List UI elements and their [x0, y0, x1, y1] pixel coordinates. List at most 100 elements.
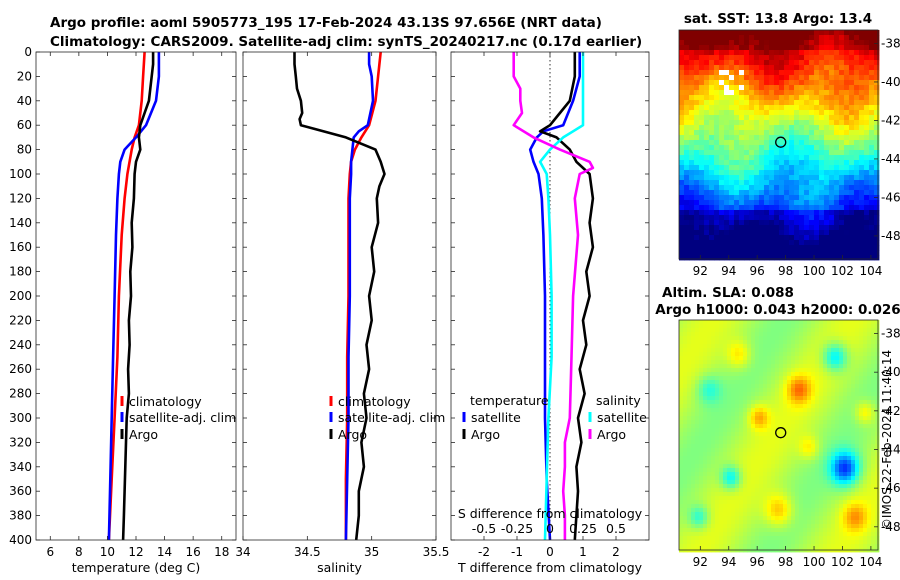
map-cell — [711, 364, 716, 369]
map-cell — [744, 140, 750, 146]
map-cell — [695, 380, 700, 385]
map-cell — [755, 492, 760, 497]
map-cell — [809, 200, 815, 206]
map-cell — [859, 90, 865, 96]
map-cell — [783, 348, 788, 353]
map-cell — [747, 396, 752, 401]
map-cell — [804, 70, 810, 76]
map-cell — [749, 60, 755, 66]
map-cell — [763, 516, 768, 521]
map-cell — [871, 408, 876, 413]
map-cell — [711, 388, 716, 393]
map-cell — [679, 240, 685, 246]
map-cell — [719, 190, 725, 196]
map-cell — [787, 492, 792, 497]
map-cell — [855, 340, 860, 345]
map-cell — [854, 155, 860, 161]
map-cell — [759, 336, 764, 341]
map-cell — [871, 352, 876, 357]
map-cell — [824, 185, 830, 191]
map-cell — [784, 150, 790, 156]
map-cell — [815, 524, 820, 529]
map-cell — [799, 180, 805, 186]
map-cell — [849, 225, 855, 231]
map-cell — [704, 205, 710, 211]
map-cell — [803, 492, 808, 497]
map-cell — [871, 340, 876, 345]
map-cell — [849, 205, 855, 211]
map-cell — [847, 388, 852, 393]
map-cell — [871, 528, 876, 533]
map-cell — [811, 456, 816, 461]
map-cell — [854, 245, 860, 251]
map-cell — [699, 348, 704, 353]
map-cell — [819, 400, 824, 405]
map-cell — [731, 376, 736, 381]
map-cell — [724, 180, 730, 186]
temperature-legend: climatology satellite-adj. clim Argo — [120, 394, 236, 442]
map-cell — [804, 245, 810, 251]
map-cell — [731, 400, 736, 405]
map-cell — [799, 456, 804, 461]
map-cell — [809, 190, 815, 196]
map-cell — [715, 388, 720, 393]
map-cell — [859, 352, 864, 357]
map-cell — [719, 504, 724, 509]
map-cell — [754, 70, 760, 76]
map-cell — [704, 225, 710, 231]
map-cell — [755, 320, 760, 325]
map-cell — [763, 376, 768, 381]
map-cell — [771, 492, 776, 497]
map-cell — [844, 35, 850, 41]
map-cell — [719, 320, 724, 325]
map-cell — [795, 376, 800, 381]
map-cell — [715, 372, 720, 377]
map-cell — [719, 140, 725, 146]
map-cell — [823, 508, 828, 513]
map-cell — [763, 424, 768, 429]
map-cell — [719, 340, 724, 345]
map-cell — [814, 145, 820, 151]
map-cell — [835, 360, 840, 365]
map-cell — [779, 396, 784, 401]
map-cell — [691, 412, 696, 417]
map-cell — [683, 384, 688, 389]
map-cell — [864, 165, 870, 171]
map-cell — [715, 444, 720, 449]
map-cell — [863, 520, 868, 525]
map-cell — [849, 75, 855, 81]
map-cell — [723, 452, 728, 457]
map-cell — [799, 75, 805, 81]
map-cell — [694, 50, 700, 56]
map-cell — [835, 340, 840, 345]
map-cell — [835, 332, 840, 337]
map-cell — [839, 250, 845, 256]
map-cell — [679, 328, 684, 333]
map-cell — [839, 165, 845, 171]
map-cell — [704, 200, 710, 206]
map-cell — [764, 90, 770, 96]
map-cell — [829, 250, 835, 256]
map-cell — [769, 240, 775, 246]
map-cell — [703, 324, 708, 329]
map-cell — [731, 472, 736, 477]
map-cell — [719, 512, 724, 517]
map-cell — [767, 332, 772, 337]
map-cell — [789, 145, 795, 151]
map-cell — [839, 45, 845, 51]
map-cell — [764, 230, 770, 236]
map-cell — [794, 220, 800, 226]
map-cell — [783, 464, 788, 469]
map-cell — [739, 250, 745, 256]
map-cell — [735, 516, 740, 521]
map-cell — [744, 55, 750, 61]
map-cell — [819, 100, 825, 106]
map-cell — [844, 95, 850, 101]
map-cell — [767, 480, 772, 485]
map-cell — [711, 460, 716, 465]
map-cell — [689, 190, 695, 196]
map-cell — [815, 480, 820, 485]
map-cell — [719, 145, 725, 151]
map-cell — [743, 400, 748, 405]
map-cell — [874, 80, 880, 86]
